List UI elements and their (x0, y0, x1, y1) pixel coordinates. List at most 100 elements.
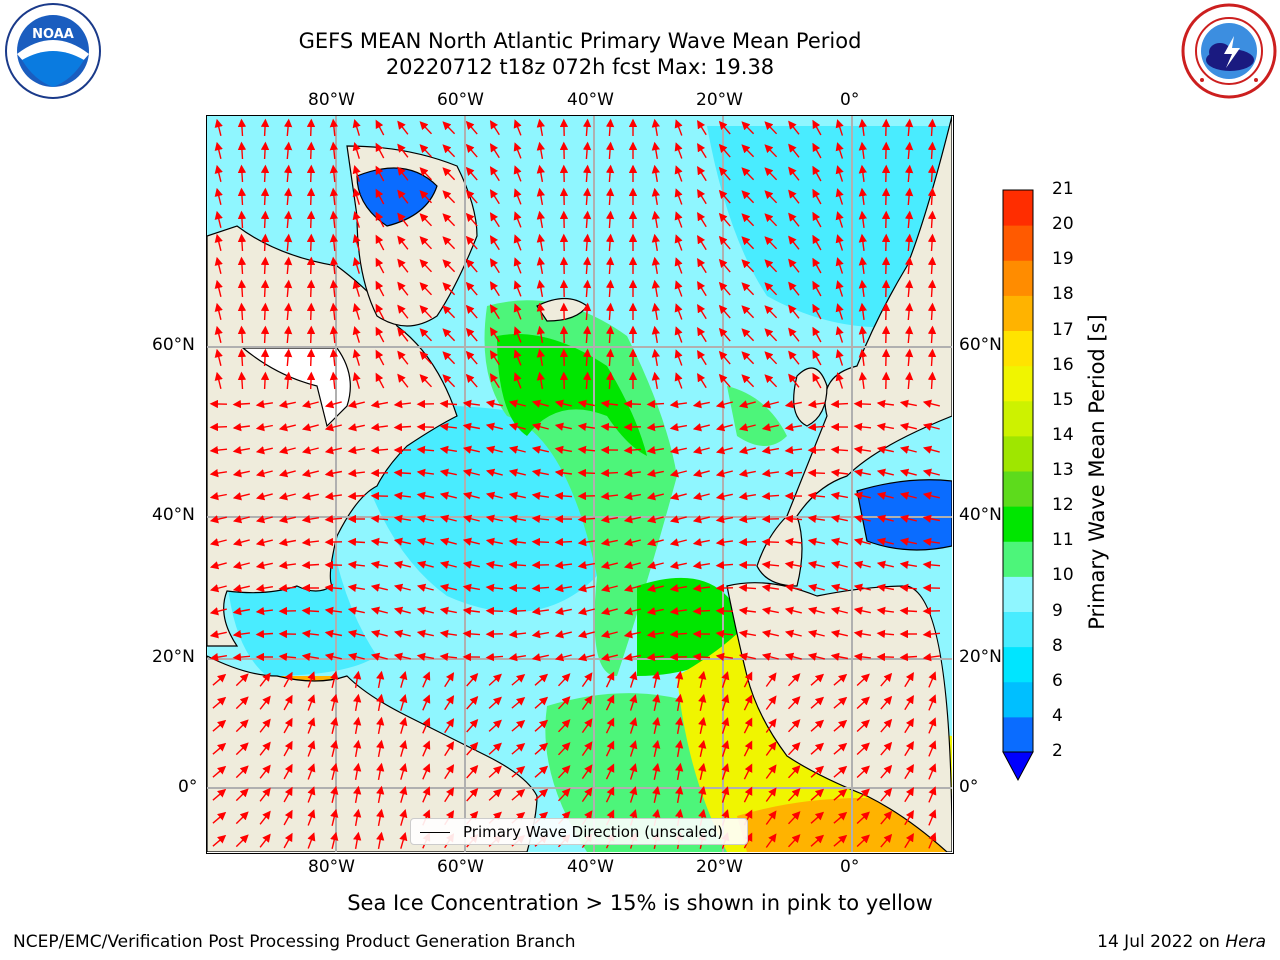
wave-arrow (764, 305, 778, 319)
wave-arrow (352, 187, 361, 205)
wave-arrow (347, 468, 365, 478)
wave-arrow (214, 118, 223, 136)
wave-arrow (513, 372, 522, 389)
wave-arrow (899, 537, 917, 546)
wave-arrow (442, 328, 456, 342)
wave-arrow (489, 373, 500, 389)
legend-line-swatch (420, 832, 450, 833)
wave-arrow (485, 491, 503, 500)
wave-arrow (442, 282, 456, 296)
wave-arrow (876, 468, 894, 477)
wave-arrow (209, 515, 227, 524)
wave-arrow (439, 445, 458, 454)
wave-arrow (531, 583, 550, 593)
wave-arrow (718, 258, 731, 273)
wave-arrow (835, 142, 844, 159)
wave-arrow (651, 233, 660, 252)
colorbar-bin (1003, 576, 1033, 612)
wave-arrow (876, 491, 894, 500)
wave-arrow (439, 468, 457, 477)
wave-arrow (807, 652, 825, 661)
wave-arrow (764, 282, 778, 296)
wave-arrow (784, 400, 802, 409)
wave-arrow (646, 469, 664, 478)
wave-arrow (675, 716, 684, 735)
wave-arrow (375, 349, 385, 366)
wave-arrow (466, 718, 479, 733)
wave-arrow (787, 742, 801, 756)
wave-arrow (784, 468, 803, 478)
wave-arrow (581, 695, 593, 711)
wave-arrow (557, 765, 571, 779)
wave-arrow (375, 326, 385, 343)
wave-arrow (853, 468, 871, 477)
wave-arrow (675, 693, 684, 712)
wave-arrow (439, 537, 457, 546)
wave-arrow (715, 606, 734, 616)
wave-arrow (329, 141, 339, 160)
wave-arrow (513, 257, 522, 274)
wave-arrow (534, 765, 549, 778)
wave-arrow (629, 763, 638, 780)
wave-arrow (462, 583, 481, 592)
lon-label-bottom-40w: 40°W (567, 857, 614, 877)
wave-arrow (743, 740, 753, 757)
wave-arrow (856, 719, 870, 733)
wave-arrow (283, 694, 293, 711)
wave-arrow (283, 717, 293, 734)
wave-arrow (675, 670, 684, 689)
wave-arrow (605, 371, 615, 390)
wave-arrow (788, 120, 800, 135)
wave-arrow (397, 212, 409, 227)
wave-arrow (283, 809, 293, 826)
wave-arrow (646, 446, 665, 455)
wave-arrow (554, 445, 573, 454)
wave-arrow (255, 584, 274, 593)
wave-arrow (904, 256, 914, 275)
wave-arrow (904, 787, 914, 803)
lat-label-left-20n: 20°N (152, 647, 195, 667)
wave-arrow (554, 537, 573, 547)
wave-arrow (856, 742, 870, 756)
wave-arrow (812, 280, 822, 297)
wave-arrow (393, 583, 411, 592)
wave-arrow (232, 515, 250, 524)
wave-arrow (232, 399, 251, 409)
wave-arrow (835, 372, 844, 389)
wave-arrow (375, 142, 385, 159)
wave-arrow (880, 718, 893, 733)
wave-arrow (741, 374, 755, 388)
wave-arrow (306, 279, 316, 298)
wave-arrow (600, 399, 618, 409)
wave-arrow (444, 741, 455, 757)
wave-arrow (899, 491, 917, 500)
wave-arrow (652, 670, 661, 688)
wave-arrow (582, 187, 592, 206)
colorbar-bin (1003, 365, 1033, 402)
wave-arrow (347, 400, 365, 409)
wave-arrow (853, 652, 871, 662)
colorbar-bin (1003, 330, 1033, 367)
wave-arrow (399, 693, 408, 711)
wave-arrow (835, 234, 844, 251)
wave-arrow (928, 740, 937, 757)
wave-arrow (536, 256, 545, 275)
wave-arrow (833, 811, 848, 824)
wave-arrow (330, 716, 339, 734)
wave-arrow (629, 671, 638, 688)
wave-arrow (605, 141, 615, 160)
wave-arrow (324, 583, 343, 593)
wave-arrow (329, 210, 339, 229)
wave-arrow (416, 606, 434, 615)
wave-arrow (329, 233, 339, 252)
wave-arrow (352, 141, 361, 159)
wave-arrow (324, 423, 342, 432)
wave-arrow (462, 537, 480, 546)
wave-arrow (513, 349, 522, 366)
wave-arrow (876, 537, 894, 546)
wave-arrow (922, 560, 941, 570)
wave-arrow (623, 653, 642, 662)
wave-arrow (765, 833, 777, 848)
wave-arrow (214, 348, 223, 366)
wave-arrow (922, 445, 940, 454)
